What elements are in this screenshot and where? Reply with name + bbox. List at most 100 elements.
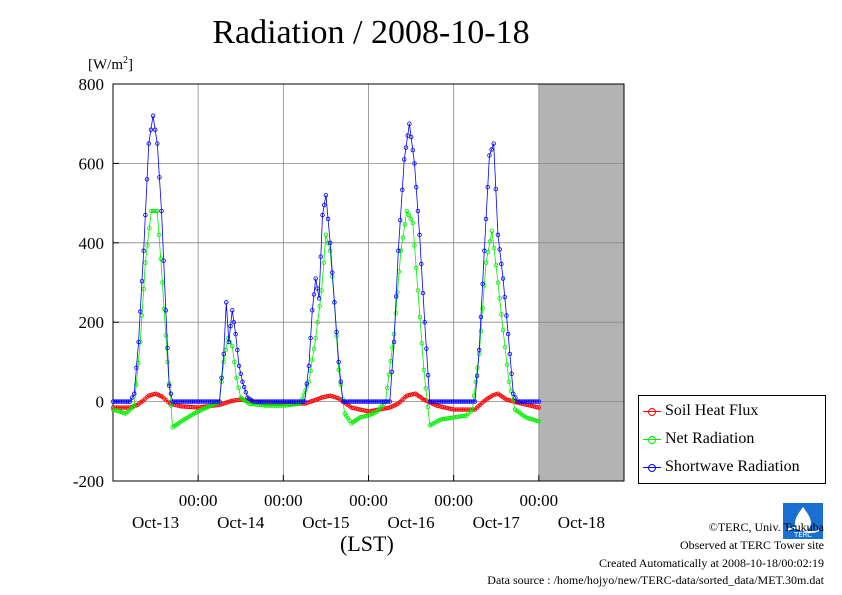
data-point-shortwave (502, 294, 507, 300)
series-shortwave (110, 113, 542, 404)
data-point-shortwave (511, 391, 516, 396)
legend-swatch-shortwave (643, 463, 661, 472)
footer-site: Observed at TERC Tower site (679, 538, 824, 552)
chart-title: Radiation / 2008-10-18 (212, 14, 530, 51)
data-point-net (495, 280, 501, 285)
data-point-shortwave (410, 147, 415, 153)
data-point-shortwave (413, 185, 419, 190)
data-point-net (147, 226, 152, 231)
data-point-net (423, 386, 429, 391)
data-point-shortwave (477, 347, 482, 353)
x-date-label: Oct-15 (302, 513, 349, 532)
data-point-shortwave (334, 329, 339, 335)
data-point-shortwave (238, 371, 243, 377)
data-point-soil (489, 393, 495, 398)
data-point-shortwave (480, 281, 485, 287)
y-tick-label: 600 (79, 154, 105, 173)
y-tick-label: 400 (79, 234, 105, 253)
data-point-net (500, 327, 506, 333)
data-point-shortwave (129, 395, 135, 400)
data-point-shortwave (313, 276, 318, 281)
data-point-net (230, 343, 235, 349)
data-point-net (534, 418, 540, 424)
data-point-net (404, 208, 410, 214)
data-point-net (489, 228, 495, 234)
legend-label-shortwave: Shortwave Radiation (665, 458, 800, 475)
data-point-net (398, 248, 404, 253)
data-point-shortwave (509, 371, 514, 377)
data-point-net (225, 335, 231, 341)
data-point-shortwave (132, 391, 137, 396)
data-point-net (313, 335, 318, 341)
data-point-shortwave (168, 391, 174, 396)
data-point-net (227, 339, 233, 345)
legend-dot-soil (648, 407, 656, 416)
data-point-shortwave (385, 399, 391, 404)
data-point-shortwave (235, 347, 240, 353)
data-point-shortwave (504, 313, 509, 318)
data-point-net (415, 288, 421, 293)
data-point-net (504, 362, 510, 367)
data-point-shortwave (231, 320, 237, 325)
data-point-shortwave (163, 308, 169, 313)
data-point-net (319, 288, 324, 293)
y-tick-label: 800 (79, 75, 105, 94)
legend-label-net: Net Radiation (665, 430, 755, 447)
data-point-shortwave (146, 141, 151, 146)
data-point-net (506, 379, 512, 384)
data-point-shortwave (497, 247, 502, 252)
data-point-net (153, 208, 158, 214)
data-point-shortwave (336, 359, 341, 365)
data-point-shortwave (507, 351, 513, 357)
y-tick-label: 200 (79, 313, 105, 332)
data-point-net (232, 359, 237, 365)
data-point-shortwave (505, 331, 511, 337)
data-point-shortwave (419, 261, 424, 267)
data-point-net (502, 345, 508, 350)
data-point-shortwave (236, 363, 242, 369)
data-point-shortwave (318, 254, 324, 259)
legend-label-soil: Soil Heat Flux (665, 402, 759, 419)
series-net (110, 208, 542, 430)
data-point-shortwave (391, 339, 397, 345)
legend-swatch-net (643, 435, 661, 444)
data-point-shortwave (243, 390, 249, 395)
data-point-shortwave (387, 399, 392, 404)
data-point-net (221, 359, 226, 365)
data-point-net (155, 208, 160, 214)
data-point-net (165, 359, 170, 365)
data-point-shortwave (311, 292, 317, 297)
data-point-shortwave (215, 399, 220, 404)
data-point-net (412, 243, 417, 248)
data-point-shortwave (143, 212, 148, 218)
data-point-shortwave (415, 208, 421, 214)
data-point-net (480, 306, 485, 311)
x-date-label: Oct-17 (473, 513, 521, 532)
data-point-shortwave (134, 365, 139, 371)
data-point-shortwave (500, 276, 506, 281)
data-point-net (311, 346, 317, 352)
data-point-shortwave (167, 383, 172, 388)
y-unit-close: ] (128, 57, 133, 73)
data-point-net (413, 265, 419, 271)
data-point-shortwave (408, 134, 414, 140)
data-point-shortwave (474, 373, 480, 378)
data-point-shortwave (144, 177, 150, 182)
no-data-region (538, 84, 624, 481)
x-tick-time: 00:00 (519, 491, 558, 510)
data-point-shortwave (491, 141, 496, 146)
x-tick-time: 00:00 (349, 491, 388, 510)
data-point-shortwave (240, 379, 245, 384)
data-point-shortwave (148, 127, 154, 132)
data-point-shortwave (316, 296, 322, 301)
data-point-net (132, 403, 137, 408)
data-point-shortwave (389, 369, 395, 375)
data-point-shortwave (221, 351, 226, 357)
data-point-net (323, 232, 329, 238)
data-point-net (308, 368, 313, 374)
data-point-shortwave (310, 308, 315, 313)
data-point-net (299, 397, 305, 402)
data-point-shortwave (230, 308, 235, 313)
series-line-shortwave (113, 115, 539, 403)
data-point-shortwave (304, 381, 309, 386)
